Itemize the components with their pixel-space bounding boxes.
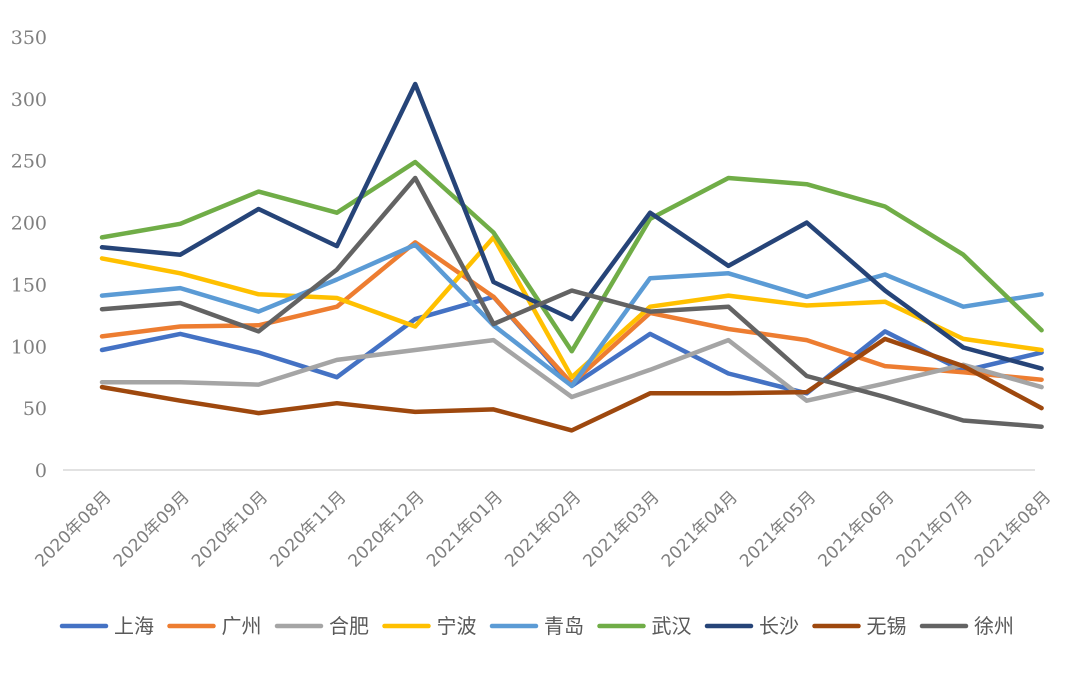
legend-item: 上海: [59, 614, 154, 638]
legend-item: 长沙: [704, 614, 799, 638]
legend-label: 无锡: [867, 614, 907, 638]
y-tick-label: 50: [23, 398, 47, 420]
series-line-1: [99, 240, 1044, 386]
series-line-7: [99, 336, 1044, 433]
legend: 上海 广州 合肥 宁波 青岛 武汉 长沙 无锡 徐州: [59, 614, 1014, 638]
legend-label: 青岛: [544, 614, 584, 638]
x-tick-label: 2021年02月: [501, 487, 585, 571]
x-tick-label: 2021年01月: [423, 487, 507, 571]
series-line-4: [99, 242, 1044, 389]
legend-label: 武汉: [652, 614, 692, 638]
x-tick-label: 2020年09月: [110, 487, 194, 571]
legend-label: 徐州: [974, 614, 1014, 638]
series-line-2: [99, 337, 1044, 403]
legend-item: 武汉: [597, 614, 692, 638]
series-line-8: [99, 175, 1044, 429]
x-tick-label: 2020年10月: [188, 487, 272, 571]
y-tick-label: 250: [11, 151, 47, 173]
series-line-6: [99, 81, 1044, 371]
x-tick-label: 2021年05月: [736, 487, 820, 571]
x-tick-label: 2021年07月: [893, 487, 977, 571]
x-axis: 2020年08月2020年09月2020年10月2020年11月2020年12月…: [31, 487, 1055, 571]
x-tick-label: 2020年11月: [266, 487, 350, 571]
legend-item: 广州: [167, 614, 262, 638]
legend-item: 宁波: [382, 614, 477, 638]
legend-item: 徐州: [919, 614, 1014, 638]
x-tick-label: 2021年06月: [814, 487, 898, 571]
y-tick-label: 300: [11, 89, 47, 111]
y-tick-label: 350: [11, 27, 47, 49]
x-tick-label: 2020年08月: [31, 487, 115, 571]
series-line-5: [99, 159, 1044, 354]
series-layer: [99, 81, 1044, 433]
x-tick-label: 2020年12月: [345, 487, 429, 571]
x-tick-label: 2021年03月: [580, 487, 664, 571]
legend-item: 无锡: [812, 614, 907, 638]
legend-label: 广州: [222, 614, 262, 638]
y-tick-label: 100: [11, 336, 47, 358]
y-axis: 0 50 100 150 200 250 300 350: [11, 27, 47, 482]
y-tick-label: 200: [11, 213, 47, 235]
legend-label: 宁波: [437, 614, 477, 638]
x-tick-label: 2021年04月: [658, 487, 742, 571]
legend-item: 合肥: [274, 614, 369, 638]
legend-label: 合肥: [329, 614, 369, 638]
y-tick-label: 0: [35, 460, 47, 482]
y-tick-label: 150: [11, 274, 47, 296]
legend-label: 长沙: [759, 614, 799, 638]
series-line-3: [99, 235, 1044, 380]
legend-item: 青岛: [489, 614, 584, 638]
x-tick-label: 2021年08月: [971, 487, 1055, 571]
legend-label: 上海: [114, 614, 154, 638]
